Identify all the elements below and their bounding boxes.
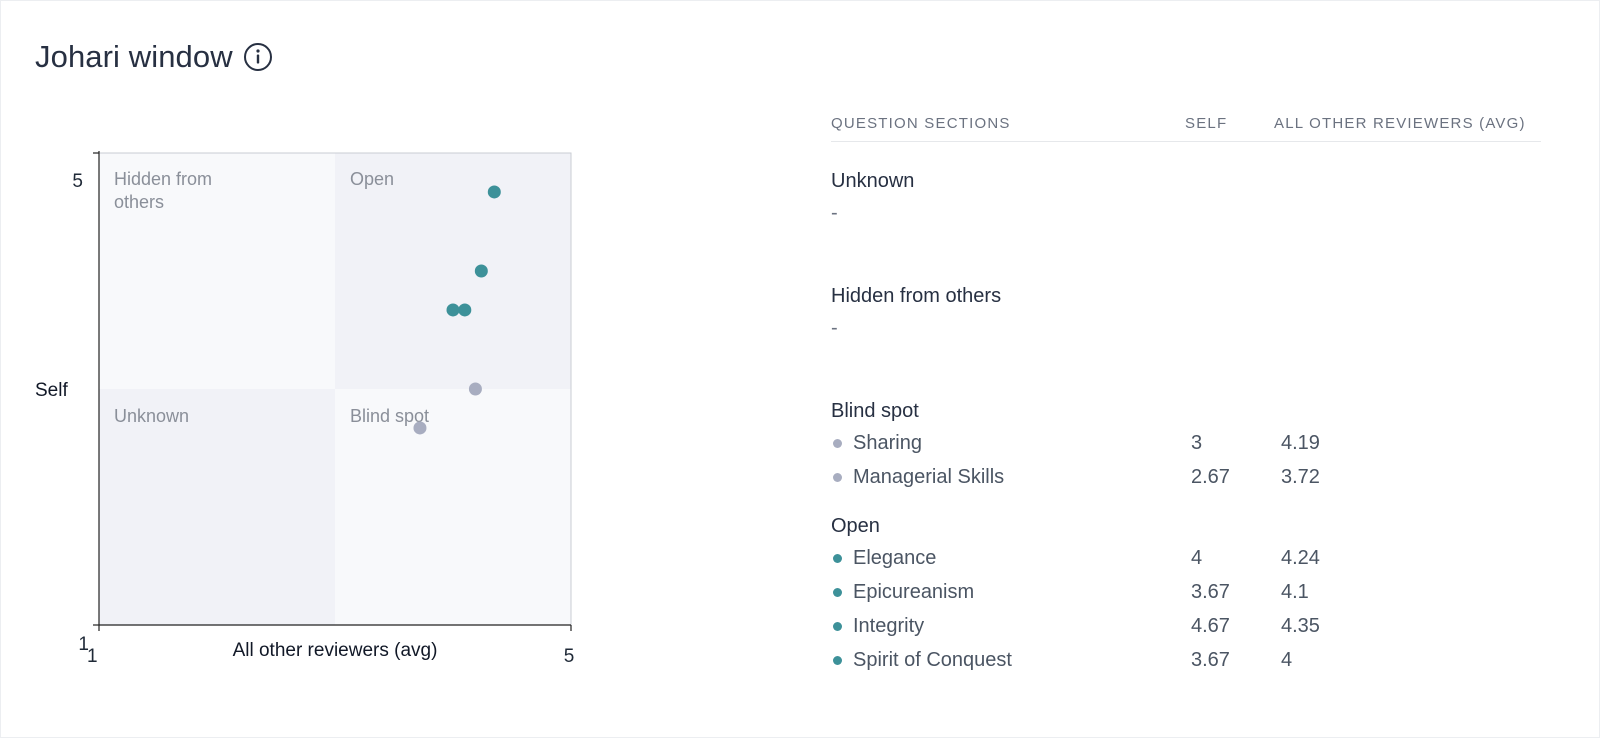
row-name: Integrity: [853, 615, 925, 637]
table-row-sharing: Sharing 3 4.19: [831, 426, 1541, 460]
quadrant-blind-spot: [335, 389, 571, 625]
section-title-unknown: Unknown: [831, 170, 915, 192]
johari-chart: Hidden from others Open Unknown Blind spot 5 1…: [35, 151, 575, 667]
row-others-score: 4.19: [1281, 432, 1320, 454]
data-point-epicureanism: [458, 303, 472, 317]
quadrant-unknown: [99, 389, 335, 625]
x-tick-label-min: 1: [87, 646, 98, 667]
header-question-sections: QUESTION SECTIONS: [831, 115, 1011, 132]
row-name: Sharing: [853, 432, 922, 454]
table-row-managerial-skills: Managerial Skills 2.67 3.72: [831, 460, 1541, 494]
page-title: Johari window: [35, 39, 233, 74]
section-empty-hidden-from-others: -: [831, 317, 838, 339]
quadrant-label-hidden-from-others: Hidden from: [114, 169, 212, 189]
data-point-sharing: [468, 382, 482, 396]
section-title-open: Open: [831, 515, 880, 537]
x-tick-label-max: 5: [564, 646, 575, 667]
legend-dot-icon: [833, 473, 842, 482]
row-others-score: 4.1: [1281, 581, 1309, 603]
sections-table: QUESTION SECTIONS SELF ALL OTHER REVIEWE…: [831, 115, 1541, 671]
x-axis-title: All other reviewers (avg): [233, 640, 438, 661]
quadrant-label-unknown: Unknown: [114, 406, 189, 426]
row-name: Elegance: [853, 547, 937, 569]
row-self-score: 3.67: [1191, 581, 1230, 603]
row-self-score: 3.67: [1191, 649, 1230, 671]
data-point-integrity: [487, 185, 501, 199]
section-open: Open Elegance 4 4.24 Epicureanism 3.67 4.1 Inte…: [831, 511, 1541, 677]
table-row-elegance: Elegance 4 4.24: [831, 541, 1541, 575]
row-self-score: 2.67: [1191, 466, 1230, 488]
table-header: QUESTION SECTIONS SELF ALL OTHER REVIEWE…: [831, 115, 1541, 142]
section-title-hidden-from-others: Hidden from others: [831, 285, 1002, 307]
legend-dot-icon: [833, 622, 842, 631]
section-empty-unknown: -: [831, 202, 838, 224]
quadrant-label-hidden-from-others-line2: others: [114, 192, 164, 212]
quadrant-hidden-from-others: [99, 153, 335, 389]
row-others-score: 4.35: [1281, 615, 1320, 637]
y-axis-title: Self: [35, 380, 68, 401]
row-others-score: 3.72: [1281, 466, 1320, 488]
legend-dot-icon: [833, 439, 842, 448]
data-point-spirit-of-conquest: [446, 303, 460, 317]
legend-dot-icon: [833, 554, 842, 563]
legend-dot-icon: [833, 656, 842, 665]
row-self-score: 3: [1191, 432, 1203, 454]
title-row: Johari window: [35, 39, 273, 75]
row-self-score: 4.67: [1191, 615, 1230, 637]
quadrant-label-blind-spot: Blind spot: [350, 406, 429, 426]
row-others-score: 4.24: [1281, 547, 1320, 569]
row-others-score: 4: [1281, 649, 1293, 671]
y-tick-label-max: 5: [72, 171, 83, 192]
section-title-blind-spot: Blind spot: [831, 400, 919, 422]
data-point-managerial-skills: [413, 421, 427, 435]
table-row-integrity: Integrity 4.67 4.35: [831, 609, 1541, 643]
table-row-spirit-of-conquest: Spirit of Conquest 3.67 4: [831, 643, 1541, 677]
row-self-score: 4: [1191, 547, 1203, 569]
row-name: Epicureanism: [853, 581, 975, 603]
row-name: Managerial Skills: [853, 466, 1005, 488]
table-row-epicureanism: Epicureanism 3.67 4.1: [831, 575, 1541, 609]
legend-dot-icon: [833, 588, 842, 597]
section-unknown: Unknown -: [831, 166, 1541, 230]
quadrant-label-open: Open: [350, 169, 394, 189]
section-blind-spot: Blind spot Sharing 3 4.19 Managerial Skills 2…: [831, 396, 1541, 494]
section-hidden-from-others: Hidden from others -: [831, 281, 1541, 345]
header-self: SELF: [1185, 115, 1228, 132]
quadrant-open: [335, 153, 571, 389]
info-icon[interactable]: [243, 42, 273, 72]
row-name: Spirit of Conquest: [853, 649, 1012, 671]
data-point-elegance: [474, 264, 488, 278]
y-tick-label-min: 1: [78, 634, 89, 655]
header-all-other-reviewers: ALL OTHER REVIEWERS (AVG): [1274, 115, 1526, 132]
